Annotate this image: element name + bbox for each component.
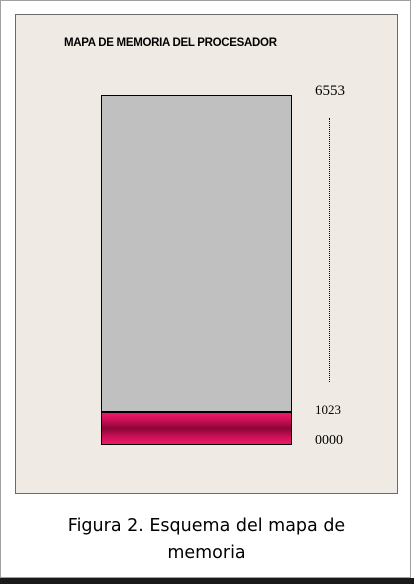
upper-memory-block — [101, 95, 292, 412]
diagram-title: MAPA DE MEMORIA DEL PROCESADOR — [64, 37, 277, 49]
caption-line-1: Figura 2. Esquema del mapa de — [67, 516, 346, 536]
address-label-top: 6553 — [315, 83, 345, 99]
address-label-boundary: 1023 — [315, 402, 341, 417]
frame-bottom-border — [0, 578, 414, 584]
memory-map-diagram: MAPA DE MEMORIA DEL PROCESADOR 6553 1023… — [15, 14, 398, 494]
figure-caption: Figura 2. Esquema del mapa de memoria — [1, 513, 412, 567]
address-label-bottom: 0000 — [315, 433, 343, 448]
address-range-dotted-line — [329, 118, 330, 382]
lower-memory-block — [101, 412, 292, 445]
caption-line-2: memoria — [167, 543, 246, 563]
